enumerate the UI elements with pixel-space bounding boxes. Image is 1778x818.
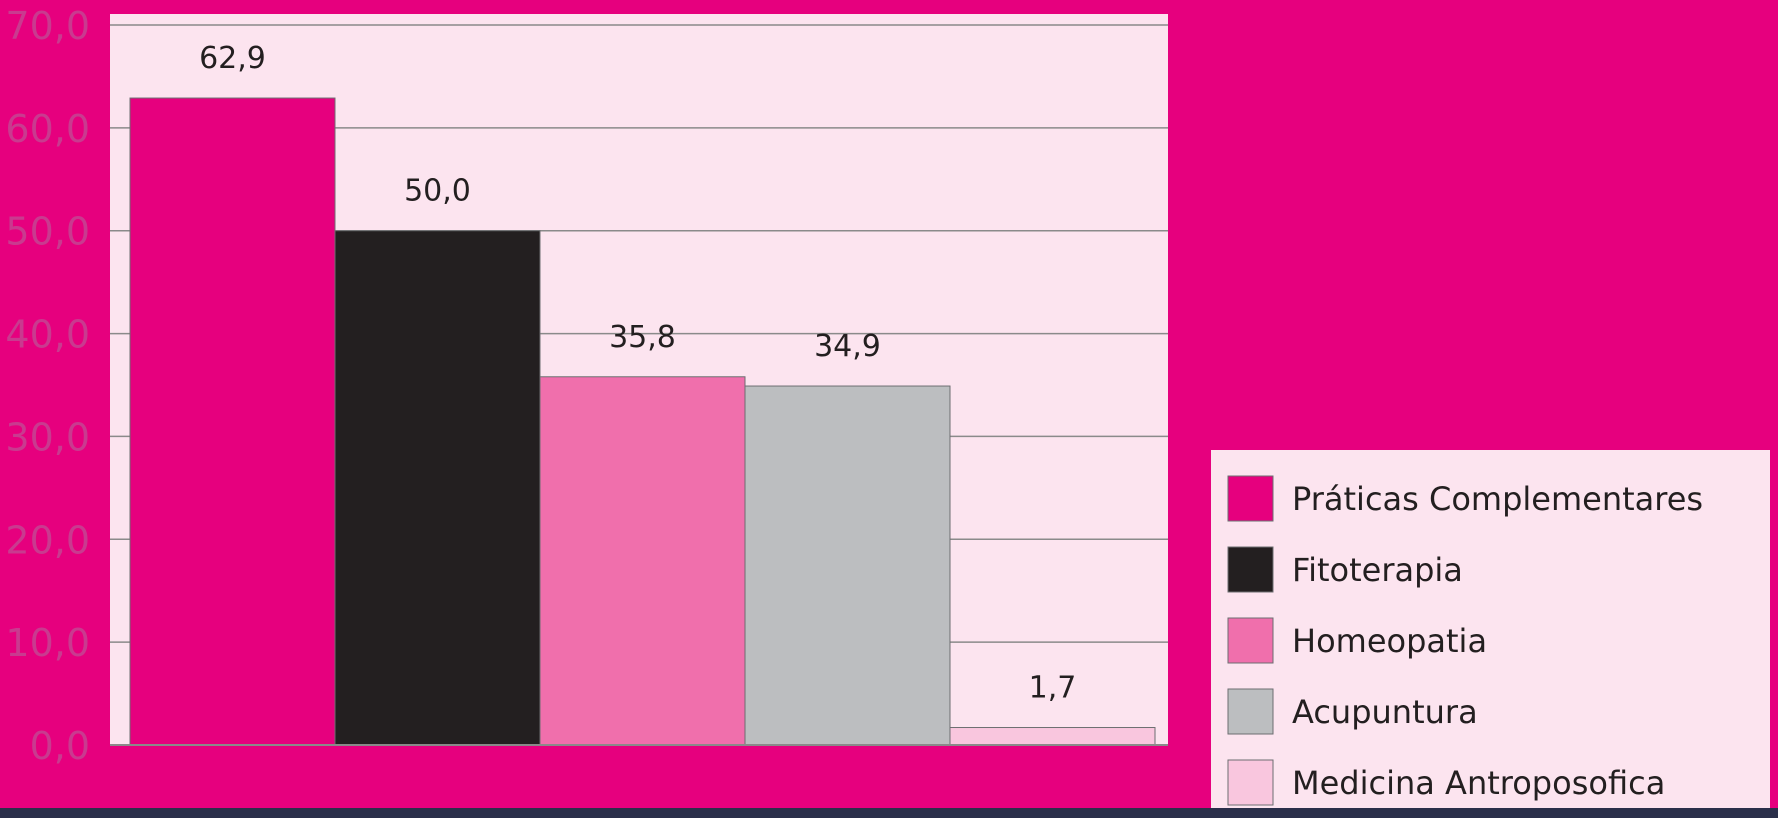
legend-label: Homeopatia <box>1292 622 1487 660</box>
bar-acupuntura <box>744 385 951 746</box>
legend-swatch <box>1227 759 1274 806</box>
bottom-border <box>0 808 1778 818</box>
legend-label: Medicina Antroposofica <box>1292 764 1665 802</box>
y-axis-ticks: 0,0 10,0 20,0 30,0 40,0 50,0 60,0 70,0 <box>5 4 90 768</box>
value-label: 50,0 <box>404 174 471 209</box>
legend-swatch <box>1227 617 1274 664</box>
legend-label: Fitoterapia <box>1292 551 1463 589</box>
legend-swatch <box>1227 475 1274 522</box>
bar-pr-ticas-complementares <box>129 97 336 746</box>
bar-fitoterapia <box>334 230 541 746</box>
bar-homeopatia <box>539 376 746 746</box>
y-tick-label: 30,0 <box>5 415 90 459</box>
bar-medicina-antroposofica <box>949 727 1156 746</box>
value-label: 62,9 <box>199 41 266 76</box>
y-tick-label: 20,0 <box>5 518 90 562</box>
legend-swatch <box>1227 546 1274 593</box>
value-label: 34,9 <box>814 329 881 364</box>
value-label: 1,7 <box>1029 671 1077 706</box>
y-tick-label: 60,0 <box>5 107 90 151</box>
value-label: 35,8 <box>609 320 676 355</box>
legend-label: Acupuntura <box>1292 693 1478 731</box>
legend: Práticas Complementares Fitoterapia Homeop… <box>1211 450 1770 812</box>
y-tick-label: 40,0 <box>5 313 90 357</box>
value-labels: 62,9 50,0 35,8 34,9 1,7 <box>199 41 1076 705</box>
y-tick-label: 10,0 <box>5 621 90 665</box>
y-tick-label: 70,0 <box>5 4 90 48</box>
legend-box <box>1211 450 1770 812</box>
y-tick-label: 0,0 <box>30 724 90 768</box>
legend-swatch <box>1227 688 1274 735</box>
legend-label: Práticas Complementares <box>1292 480 1703 518</box>
y-tick-label: 50,0 <box>5 210 90 254</box>
